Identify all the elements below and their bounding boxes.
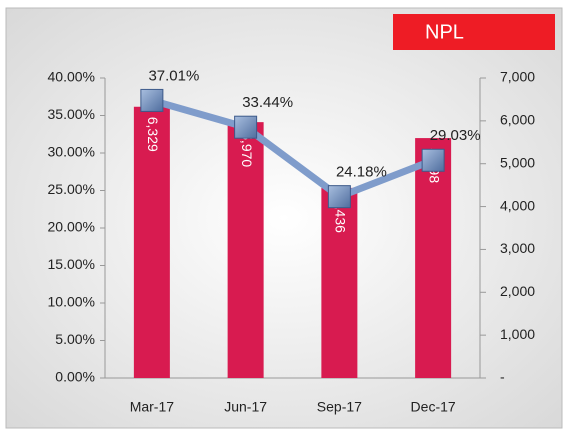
y-tick-label: 30.00% bbox=[48, 144, 95, 160]
line-label: 33.44% bbox=[242, 94, 293, 111]
x-tick-label: Mar-17 bbox=[130, 399, 175, 415]
bar bbox=[133, 106, 170, 378]
y-tick-label: 10.00% bbox=[48, 294, 95, 310]
y-tick-label: 40.00% bbox=[48, 69, 95, 85]
line-marker bbox=[140, 88, 164, 112]
line-label: 24.18% bbox=[336, 164, 387, 181]
line-marker bbox=[234, 115, 258, 139]
y-tick-label: 20.00% bbox=[48, 219, 95, 235]
y2-tick-label: 1,000 bbox=[500, 326, 535, 342]
y2-tick-label: 7,000 bbox=[500, 69, 535, 85]
x-tick-label: Jun-17 bbox=[224, 399, 267, 415]
y2-tick-label: 6,000 bbox=[500, 112, 535, 128]
frame bbox=[5, 7, 563, 429]
y-tick-label: 5.00% bbox=[55, 331, 95, 347]
line bbox=[150, 97, 435, 201]
y2-tick-label: 5,000 bbox=[500, 154, 535, 170]
line-label: 37.01% bbox=[148, 67, 199, 84]
line-marker bbox=[421, 148, 445, 172]
y-tick-label: 0.00% bbox=[55, 369, 95, 385]
bar bbox=[415, 138, 452, 378]
chart-title: NPL bbox=[425, 21, 464, 43]
x-tick-label: Dec-17 bbox=[411, 399, 456, 415]
y-tick-label: 15.00% bbox=[48, 256, 95, 272]
bar-label: 6,329 bbox=[145, 117, 161, 152]
y-tick-label: 35.00% bbox=[48, 106, 95, 122]
line-marker bbox=[327, 185, 351, 209]
y2-tick-label: - bbox=[500, 369, 505, 385]
y2-tick-label: 4,000 bbox=[500, 197, 535, 213]
line-label: 29.03% bbox=[430, 127, 481, 144]
y-tick-label: 25.00% bbox=[48, 181, 95, 197]
title-box bbox=[393, 14, 555, 50]
bar bbox=[227, 122, 264, 379]
bar bbox=[321, 187, 358, 378]
x-tick-label: Sep-17 bbox=[317, 399, 362, 415]
y2-tick-label: 3,000 bbox=[500, 240, 535, 256]
bar-label: 5,970 bbox=[239, 132, 255, 167]
y2-tick-label: 2,000 bbox=[500, 283, 535, 299]
